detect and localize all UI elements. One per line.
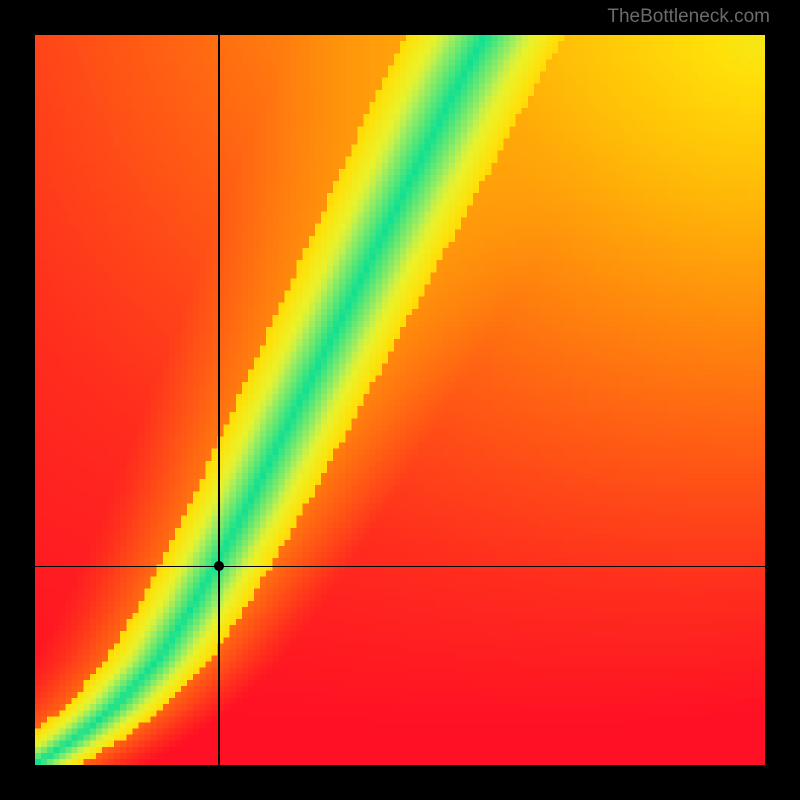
- crosshair-vertical: [218, 35, 219, 765]
- crosshair-horizontal: [35, 566, 765, 567]
- heatmap-canvas: [35, 35, 765, 765]
- watermark: TheBottleneck.com: [607, 6, 770, 28]
- bottleneck-heatmap: [35, 35, 765, 765]
